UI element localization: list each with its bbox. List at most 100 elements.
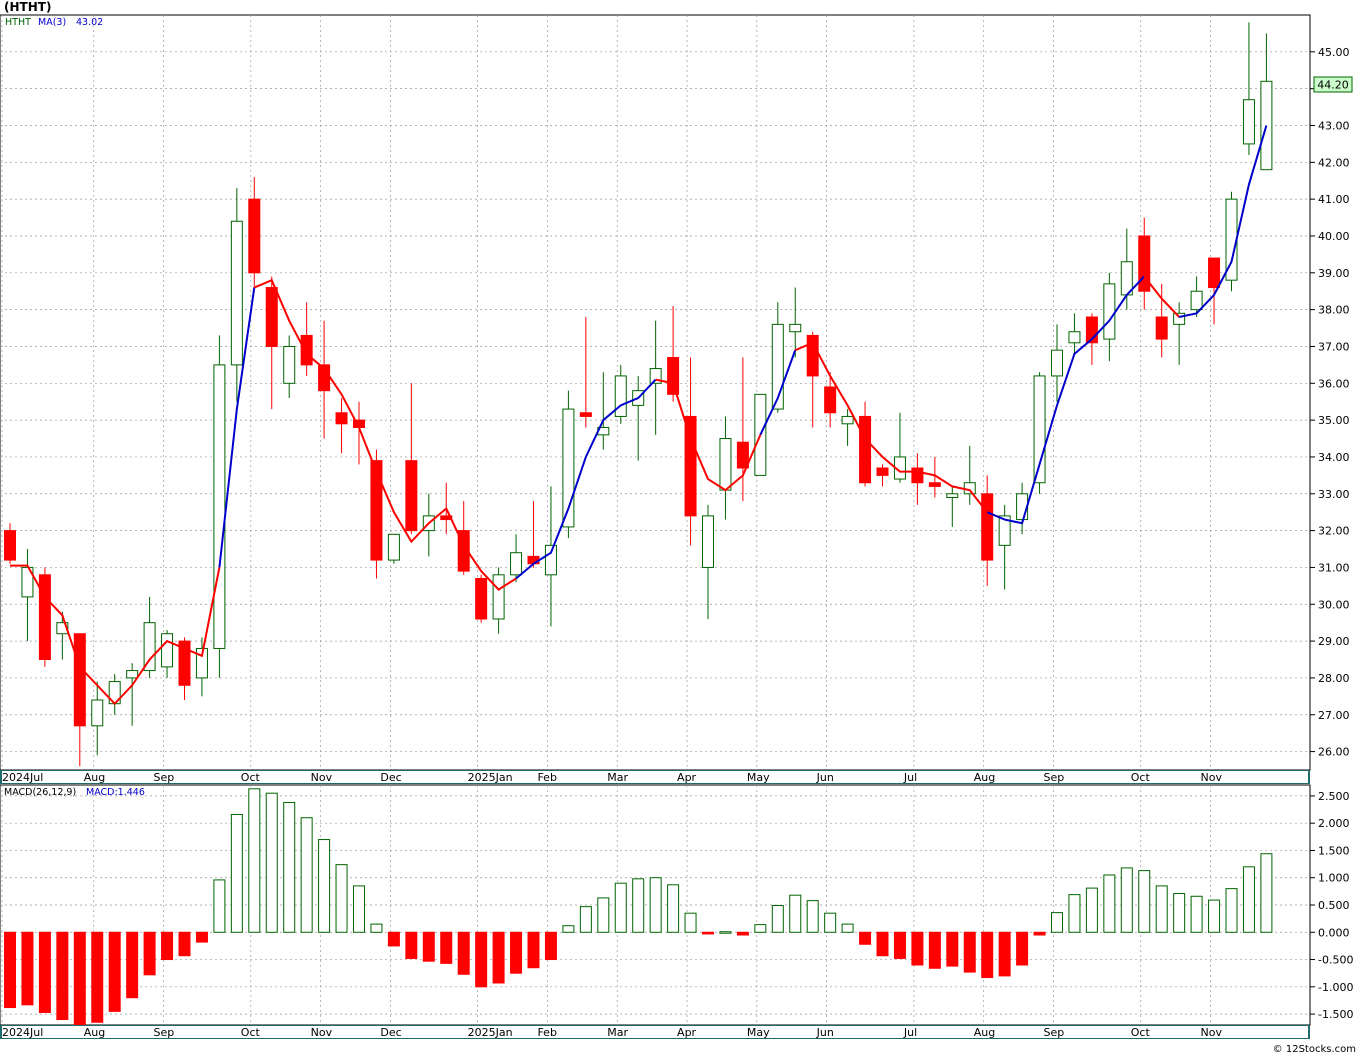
macd-bar [21,931,34,1006]
candle-body [579,412,592,417]
candle-body [248,198,261,274]
macd-bar [1155,885,1168,933]
macd-bar [1190,895,1203,933]
date-tick-label: Aug [84,771,105,784]
candle-body [771,323,784,410]
price-tick-label: 40.00 [1318,230,1350,243]
macd-bar [1068,894,1081,933]
macd-bar [73,931,86,1026]
ma-segment [253,278,517,591]
price-tick-label: 31.00 [1318,561,1350,574]
date-tick-label-bottom: Nov [1201,1026,1223,1039]
price-tick-label: 30.00 [1318,598,1350,611]
macd-bar [859,931,872,945]
macd-bar [1016,931,1029,966]
macd-bar [492,931,505,984]
macd-bar [56,931,69,1021]
macd-bar [178,931,191,957]
macd-y-axis: 2.500 2.000 1.500 1.000 0.500 0.000 -0.500 -1.0… [1310,790,1353,1021]
macd-bar [1103,874,1116,933]
date-tick-label: Oct [241,771,261,784]
macd-bar [789,894,802,933]
macd-tick-label: -1.000 [1318,981,1353,994]
macd-bar [440,931,453,964]
price-tick-label: 33.00 [1318,488,1350,501]
price-tick-label: 32.00 [1318,525,1350,538]
date-tick-label: Nov [1201,771,1223,784]
date-tick-label: Nov [311,771,333,784]
macd-bar [4,931,16,1009]
macd-bar [1138,870,1151,933]
macd-bar [667,884,680,933]
chart-title: (HTHT) [4,0,51,14]
macd-tick-label: 1.000 [1318,872,1350,885]
price-candles [4,22,1273,767]
price-tick-label: 43.00 [1318,119,1350,132]
macd-tick-label: 2.500 [1318,790,1350,803]
candle-body [300,334,313,366]
date-tick-label-bottom: Oct [241,1026,261,1039]
ma-segment [10,564,221,706]
macd-legend-name: MACD(26,12,9) [4,787,76,798]
candle-body [702,515,714,568]
date-tick-label: Mar [607,771,628,784]
candle-body [1051,349,1063,377]
candle-body [387,533,400,561]
date-tick-label-bottom: Sep [154,1026,175,1039]
date-axis-labels-bottom: 2024Jul Aug Sep Oct Nov Dec 2025Jan Feb Mar Apr Ma… [2,1026,1223,1039]
date-axis-labels: 2024Jul Aug Sep Oct Nov Dec 2025Jan Feb Mar Apr Ma… [2,771,1223,784]
macd-bar [283,801,296,933]
macd-bar [213,879,226,933]
macd-bar [632,878,645,933]
candle-body [736,441,749,469]
macd-bar [841,923,854,933]
date-tick-label: Jul [903,771,917,784]
macd-bar [126,931,139,999]
macd-tick-label: 0.500 [1318,899,1350,912]
candle-body [265,287,278,347]
date-tick-label-bottom: Feb [537,1026,556,1039]
candle-body [161,633,174,668]
candle-body [998,515,1011,546]
price-tick-label: 36.00 [1318,377,1350,390]
macd-bar [143,931,156,976]
last-price-label: 44.20 [1317,79,1349,92]
macd-bar [457,931,470,975]
candle-body [1155,316,1168,340]
legend-symbol: HTHT [5,17,31,28]
macd-bar [265,792,278,933]
date-tick-label-bottom: Sep [1044,1026,1065,1039]
date-tick-label: 2024Jul [2,771,43,784]
candle-body [73,633,86,727]
macd-bar [1208,899,1221,933]
macd-bar [614,882,627,933]
macd-bar [510,931,523,974]
candle-body [684,415,697,517]
candle-body [806,334,819,377]
candle-body [859,415,872,484]
candle-body [335,412,348,425]
candle-body [1138,235,1151,292]
macd-bar [405,931,418,959]
macd-bar [387,931,400,947]
ma-segment [1143,275,1180,318]
macd-bar [475,931,488,988]
macd-bar [195,931,208,943]
macd-tick-label: 2.000 [1318,817,1350,830]
candle-body [1190,290,1203,311]
macd-bar [702,931,714,935]
candle-body [1016,493,1029,521]
macd-bar [1242,866,1255,933]
candle-body [38,574,51,661]
candle-body [911,467,924,484]
candle-body [178,640,191,686]
moving-average-line [10,125,1268,706]
macd-bar [38,931,51,1013]
candle-body [405,460,418,532]
macd-bar [353,885,365,933]
macd-bar [1225,888,1238,933]
price-tick-label: 37.00 [1318,340,1350,353]
date-tick-label: Oct [1131,771,1151,784]
price-tick-label: 35.00 [1318,414,1350,427]
price-tick-label: 27.00 [1318,709,1350,722]
